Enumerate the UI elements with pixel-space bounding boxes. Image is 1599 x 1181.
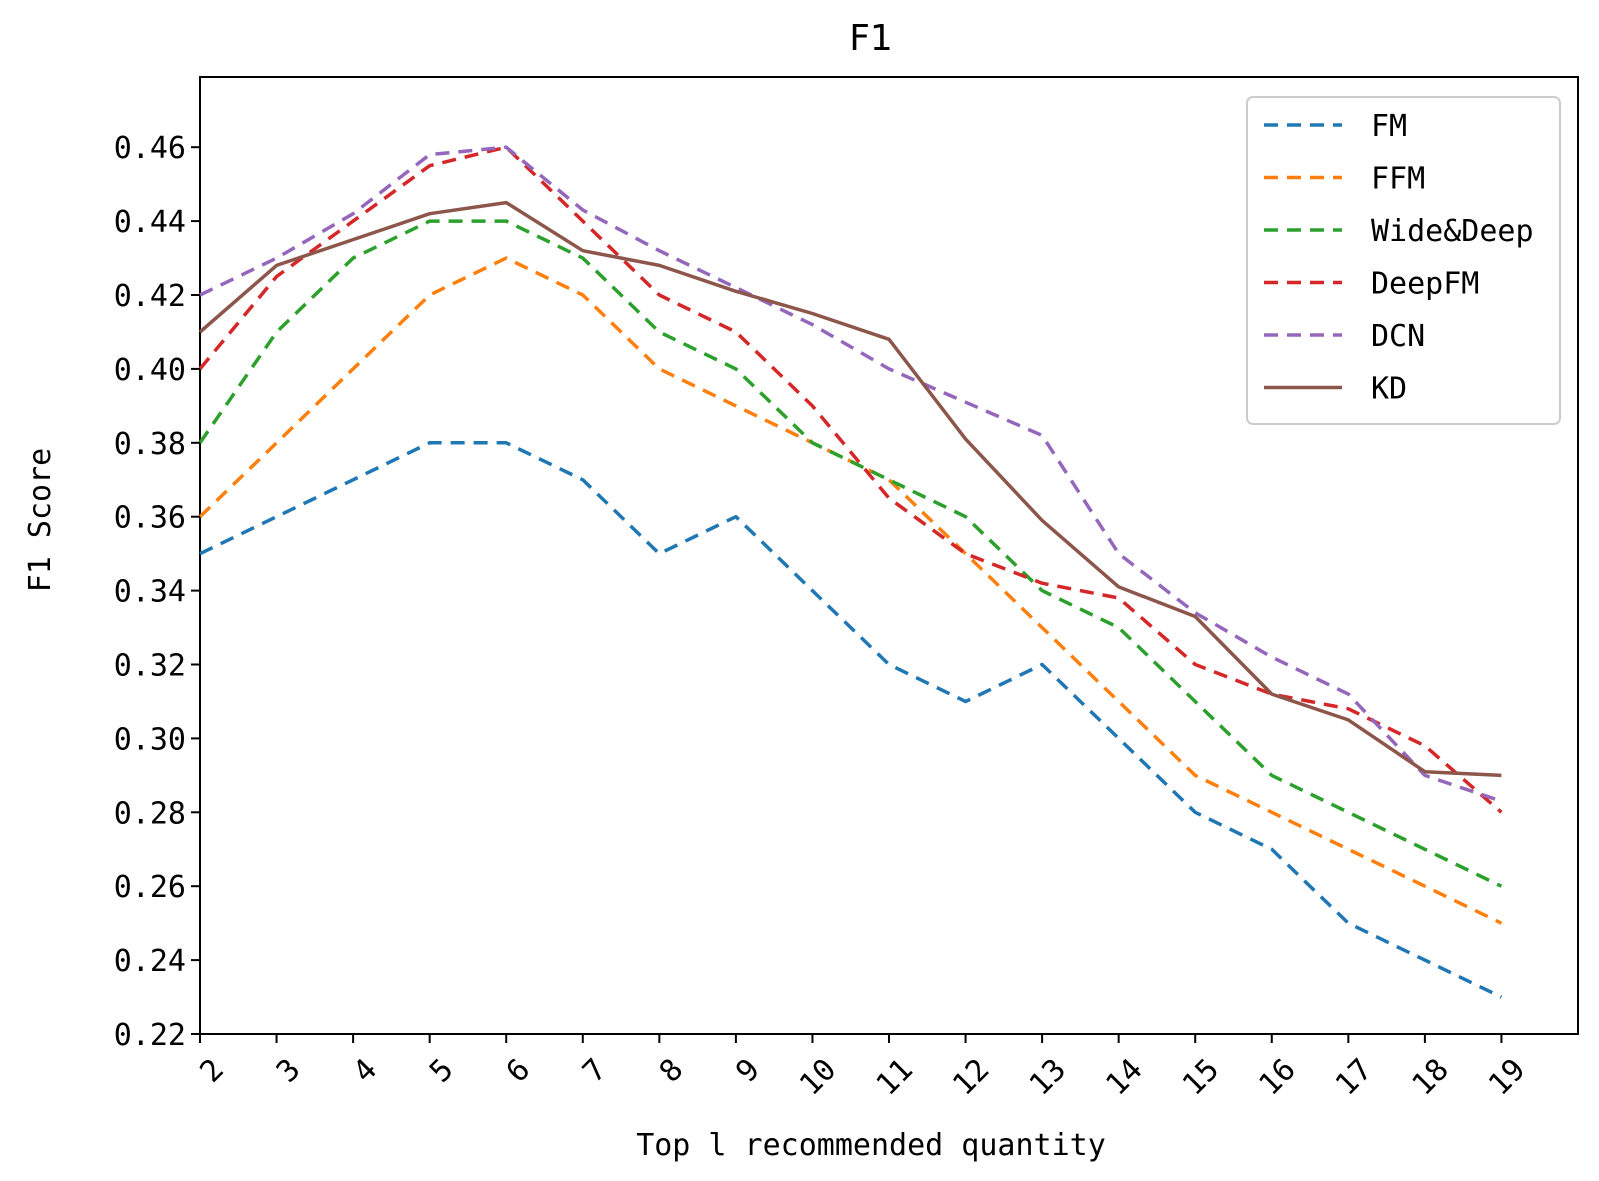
series-line-kd xyxy=(198,200,1502,778)
y-tick-label: 0.42 xyxy=(114,279,186,314)
legend-label-deepfm: DeepFM xyxy=(1371,267,1479,302)
legend-label-dcn: DCN xyxy=(1371,319,1425,354)
legend-label-fm: FM xyxy=(1371,109,1407,144)
series-line-deepfm xyxy=(198,145,1503,814)
y-tick-label: 0.38 xyxy=(114,427,186,462)
y-tick-label: 0.44 xyxy=(114,205,186,240)
legend-label-kd: KD xyxy=(1371,372,1407,407)
y-tick-label: 0.22 xyxy=(114,1018,186,1053)
y-tick-label: 0.30 xyxy=(114,722,186,757)
y-tick-label: 0.34 xyxy=(114,575,186,610)
y-tick-label: 0.40 xyxy=(114,353,186,388)
y-axis-title: F1 Score xyxy=(23,448,58,593)
series-line-ffm xyxy=(198,256,1503,925)
y-tick-label: 0.46 xyxy=(114,131,186,166)
chart-title: F1 xyxy=(849,18,893,59)
y-tick-label: 0.24 xyxy=(114,944,186,979)
y-tick-label: 0.36 xyxy=(114,501,186,536)
y-tick-label: 0.32 xyxy=(114,649,186,684)
legend: FM FFM Wide&Deep DeepFM DCN KD xyxy=(1246,96,1561,425)
x-axis-title: Top l recommended quantity xyxy=(636,1128,1106,1163)
series-line-dcn xyxy=(199,145,1502,803)
legend-box xyxy=(1246,96,1561,425)
y-tick-label: 0.26 xyxy=(114,870,186,905)
legend-label-ffm: FFM xyxy=(1371,162,1425,197)
y-tick-label: 0.28 xyxy=(114,796,186,831)
legend-label-wide-deep: Wide&Deep xyxy=(1371,214,1534,249)
y-axis: 0.22 0.24 0.26 0.28 0.30 0.32 0.34 0.36 0.38 0.40… xyxy=(114,131,200,1053)
plot-area xyxy=(198,76,1579,1035)
series-line-wide-deep xyxy=(198,219,1503,888)
series-line-fm xyxy=(199,441,1503,999)
